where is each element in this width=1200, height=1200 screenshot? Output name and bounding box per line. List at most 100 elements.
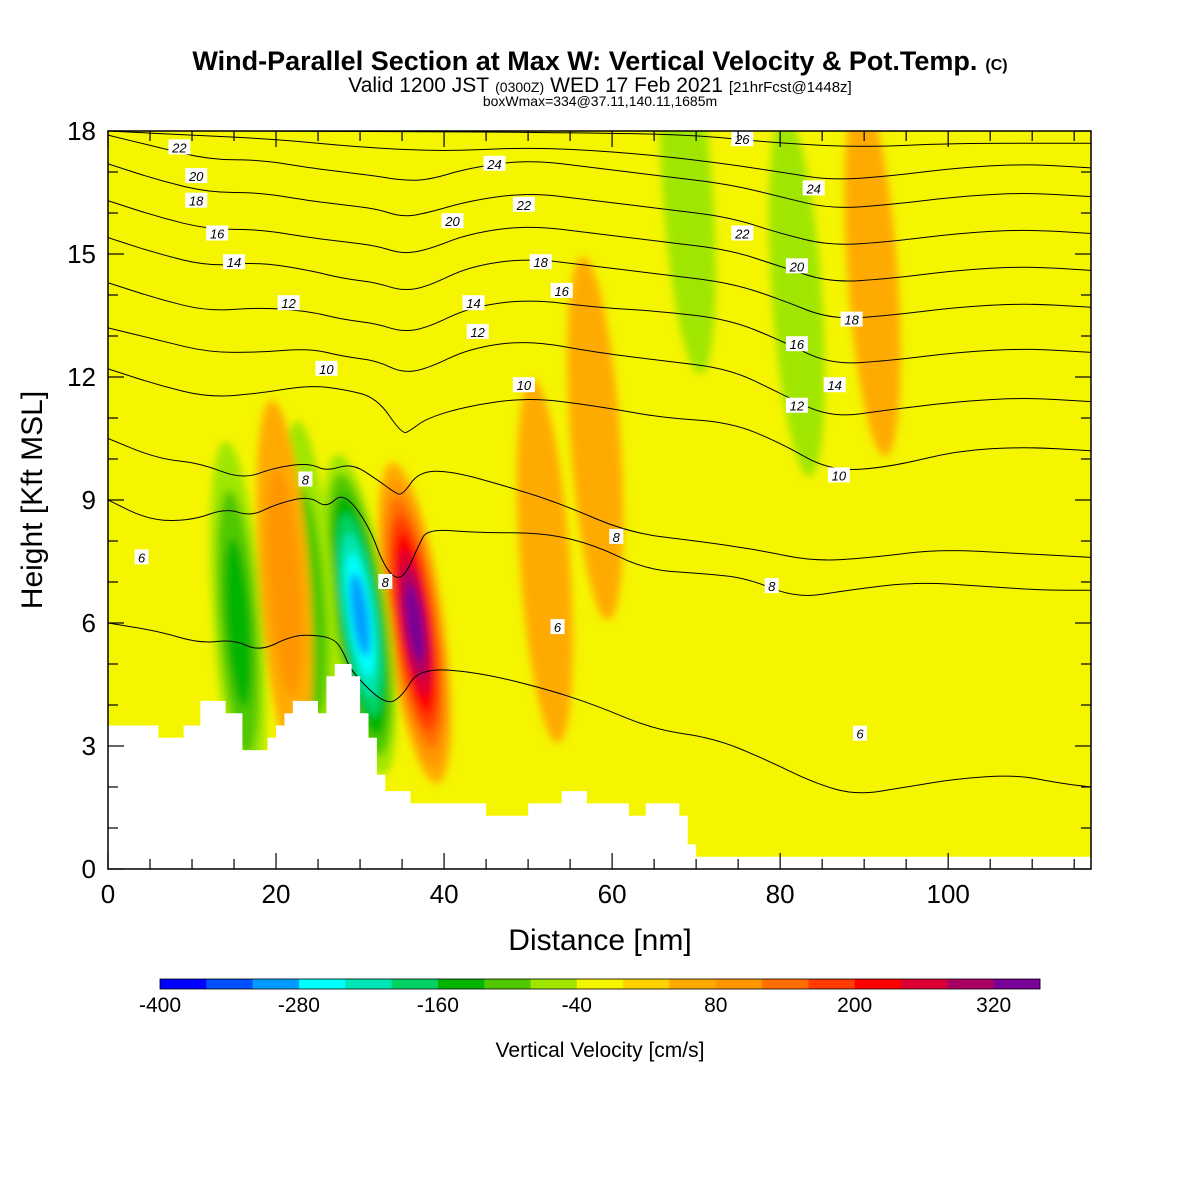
contour-label-box [764, 578, 779, 594]
contour-label-text: 18 [844, 313, 859, 328]
contour-label-box [785, 397, 808, 413]
contour-label-text: 8 [613, 530, 621, 545]
x-tick-label: 100 [927, 879, 970, 909]
contour-label-text: 20 [789, 259, 805, 274]
colorbar-swatch [901, 979, 948, 989]
colorbar-tick-label: -400 [139, 994, 181, 1017]
contour-label-text: 16 [790, 337, 805, 352]
colorbar-swatch [669, 979, 717, 989]
colorbar-swatch [808, 979, 856, 989]
contour-label-text: 14 [827, 378, 841, 393]
plot-area: 2220181614121086824222018161412108626242… [108, 131, 1091, 869]
y-tick-label: 0 [82, 854, 96, 884]
contour-label-text: 24 [805, 181, 820, 196]
colorbar-label: Vertical Velocity [cm/s] [496, 1039, 705, 1062]
contour-label-box [785, 258, 808, 274]
velocity-cell [567, 256, 624, 621]
contour-label-box [206, 225, 229, 241]
contour-labels: 2220181614121086824222018161412108626242… [134, 131, 867, 742]
contour-label-text: 14 [227, 255, 241, 270]
colorbar-swatch [993, 979, 1041, 989]
contour-label-box [853, 725, 867, 741]
chart-title: Wind-Parallel Section at Max W: Vertical… [192, 46, 1007, 76]
colorbar-tick-labels: -400 -280 -160 -40 80 200 320 [139, 994, 1011, 1017]
velocity-cell [844, 131, 901, 457]
colorbar-swatch [576, 979, 624, 989]
colorbar-swatch [947, 979, 994, 989]
contour-label-text: 8 [382, 575, 390, 590]
x-tick-label: 0 [101, 879, 115, 909]
contour-label-box [550, 619, 565, 635]
contour-line-24 [108, 131, 1091, 180]
y-tick-label: 18 [67, 116, 96, 146]
contour-label-box [223, 254, 245, 270]
contour-label-box [731, 131, 754, 147]
colorbar-swatch [854, 979, 902, 989]
contour-label-text: 22 [171, 140, 187, 155]
y-tick-label: 9 [82, 485, 96, 515]
contour-label-text: 16 [210, 227, 225, 242]
x-axis-label: Distance [nm] [508, 924, 691, 957]
contour-label-text: 24 [486, 157, 501, 172]
contour-label-text: 18 [189, 194, 204, 209]
colorbar-swatch [345, 979, 392, 989]
y-axis-tick-labels: 0 3 6 9 12 15 18 [67, 116, 96, 884]
contour-label-box [840, 311, 863, 327]
contour-label-text: 20 [188, 169, 204, 184]
contour-label-text: 22 [516, 198, 532, 213]
subtitle-utc: (0300Z) [495, 79, 544, 95]
contour-label-text: 12 [470, 325, 485, 340]
contour-label-box [827, 467, 850, 483]
velocity-cell [266, 468, 303, 696]
colorbar-tick-label: 80 [704, 994, 727, 1017]
contour-label-text: 16 [554, 284, 569, 299]
contour-label-box [185, 192, 208, 208]
y-tick-label: 6 [82, 608, 96, 638]
colorbar-tick-label: 200 [837, 994, 872, 1017]
contour-label-box [512, 196, 535, 212]
contour-line-20 [108, 163, 1091, 245]
contour-label-text: 6 [138, 550, 146, 565]
colorbar-swatch [160, 979, 207, 989]
chart-title-group: Wind-Parallel Section at Max W: Vertical… [192, 46, 1007, 109]
velocity-cell [516, 379, 573, 744]
velocity-cell [405, 584, 424, 662]
colorbar-swatch [437, 979, 485, 989]
contour-label-text: 8 [302, 473, 310, 488]
colorbar-tick-label: -40 [562, 994, 592, 1017]
contour-label-text: 22 [734, 227, 750, 242]
contour-label-box [466, 323, 489, 339]
x-tick-label: 40 [430, 879, 459, 909]
contour-label-box [298, 471, 313, 487]
contour-label-text: 10 [832, 468, 847, 483]
x-tick-label: 80 [766, 879, 795, 909]
colorbar-swatch [391, 979, 439, 989]
contour-label-text: 6 [554, 620, 562, 635]
colorbar-swatch [530, 979, 578, 989]
contour-label-box [441, 213, 464, 229]
contour-label-text: 20 [444, 214, 460, 229]
y-axis-label: Height [Kft MSL] [16, 391, 49, 609]
contour-label-text: 10 [517, 378, 532, 393]
contour-label-box [785, 336, 808, 352]
contour-label-box [529, 254, 552, 270]
contour-label-box [134, 549, 149, 565]
contour-label-box [609, 528, 624, 544]
chart-subtitle-2: boxWmax=334@37.11,140.11,1685m [483, 93, 717, 109]
contour-line-8 [108, 438, 1091, 561]
x-axis-tick-labels: 0 20 40 60 80 100 [101, 879, 970, 909]
velocity-field [210, 131, 901, 805]
velocity-cell [224, 538, 252, 708]
contour-label-box [823, 377, 846, 393]
contour-label-box [315, 360, 338, 376]
y-tick-label: 15 [67, 239, 96, 269]
contour-line-14 [108, 282, 1091, 364]
contour-label-text: 12 [281, 296, 296, 311]
contour-line-10 [108, 368, 1091, 471]
contour-line-6 [108, 496, 1091, 596]
contour-label-text: 10 [319, 362, 334, 377]
x-tick-label: 20 [262, 879, 291, 909]
colorbar-tick-label: -160 [417, 994, 459, 1017]
colorbar-swatch [623, 979, 670, 989]
